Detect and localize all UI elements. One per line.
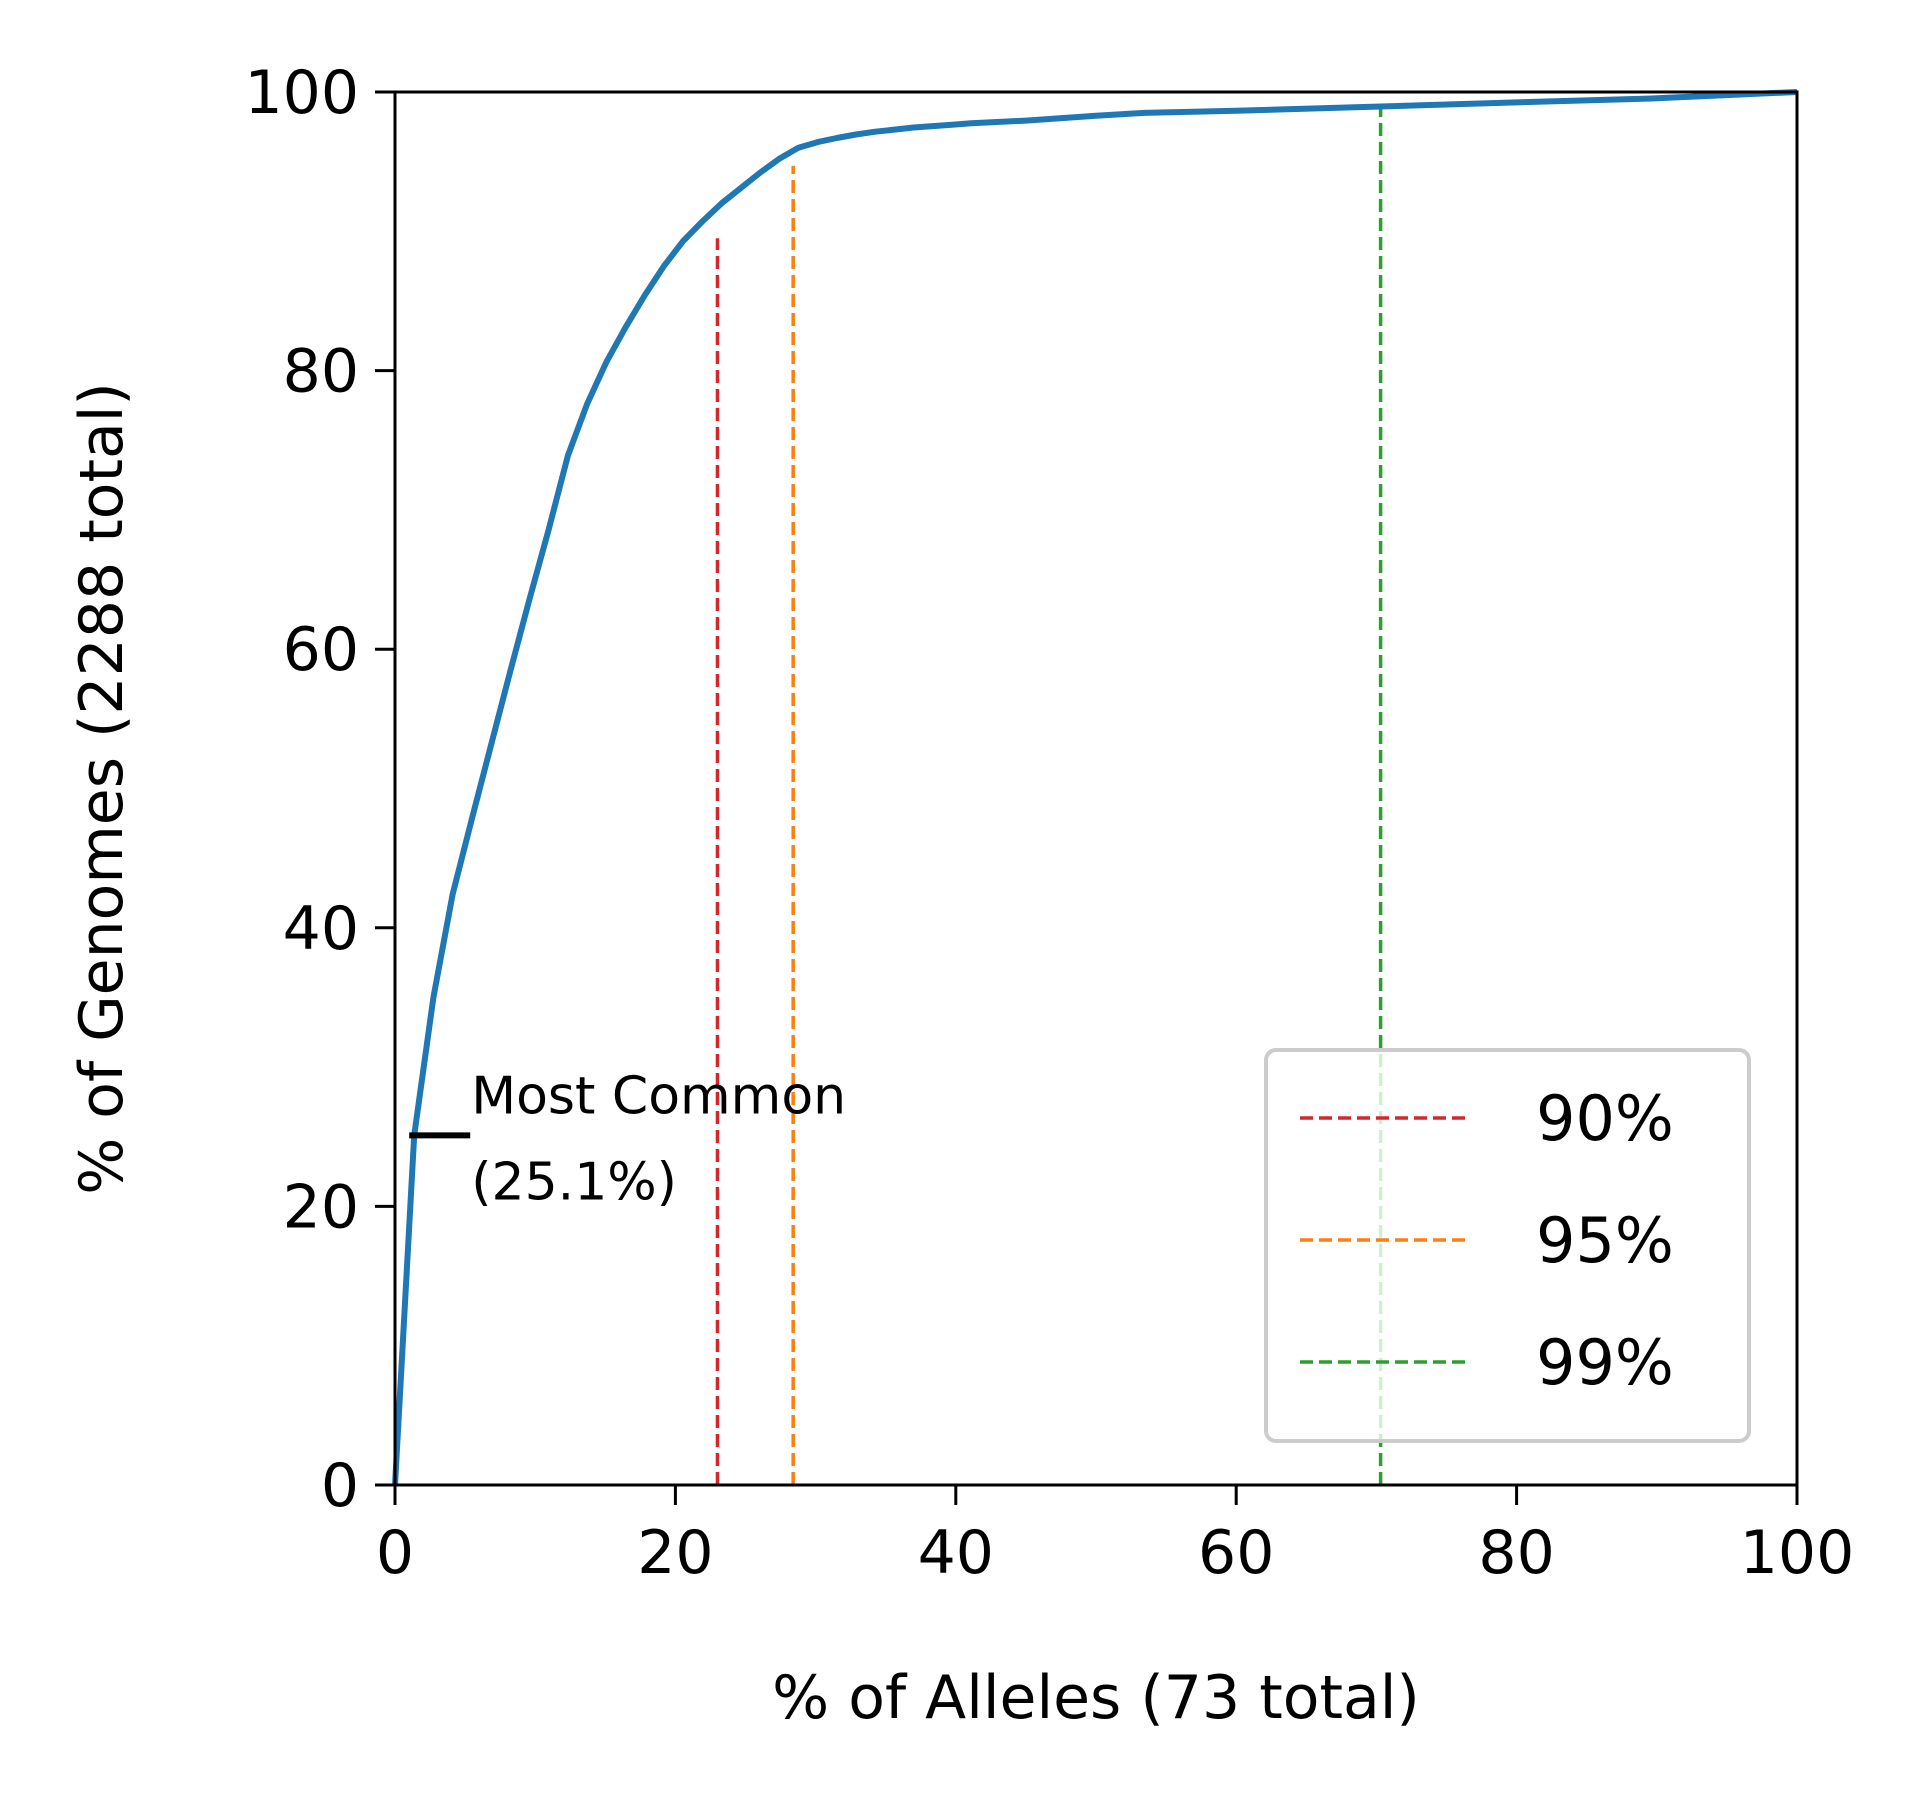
x-tick-label: 100 (1740, 1518, 1855, 1588)
legend-label-99: 99% (1536, 1326, 1674, 1399)
x-tick-label: 60 (1198, 1518, 1274, 1588)
axes-frame (393, 90, 1799, 1487)
legend-label-90: 90% (1536, 1082, 1674, 1155)
y-tick-label: 0 (321, 1451, 359, 1521)
x-tick-label: 0 (376, 1518, 414, 1588)
x-axis-label: % of Alleles (73 total) (772, 1663, 1420, 1733)
legend-box (1264, 1048, 1751, 1443)
annotation-group: Most Common (25.1%) (409, 1066, 846, 1212)
x-tick-label: 80 (1478, 1518, 1554, 1588)
x-tick-label: 40 (918, 1518, 994, 1588)
legend: 90% 95% 99% (1264, 1048, 1751, 1443)
annotation-label-line-1: Most Common (471, 1066, 846, 1126)
y-axis-ticks: 0 20 40 60 80 100 (244, 58, 395, 1521)
annotation-label-line-2: (25.1%) (471, 1152, 677, 1212)
y-tick-label: 80 (283, 337, 359, 407)
cumulative-curve-line (392, 89, 1798, 1486)
y-tick-label: 40 (283, 894, 359, 964)
x-axis-ticks: 0 20 40 60 80 100 (376, 1485, 1854, 1588)
y-tick-label: 100 (244, 58, 359, 128)
y-tick-label: 20 (283, 1172, 359, 1242)
y-tick-label: 60 (283, 615, 359, 685)
legend-label-95: 95% (1536, 1204, 1674, 1277)
x-tick-label: 20 (637, 1518, 713, 1588)
y-axis-label: % of Genomes (2288 total) (67, 382, 137, 1195)
